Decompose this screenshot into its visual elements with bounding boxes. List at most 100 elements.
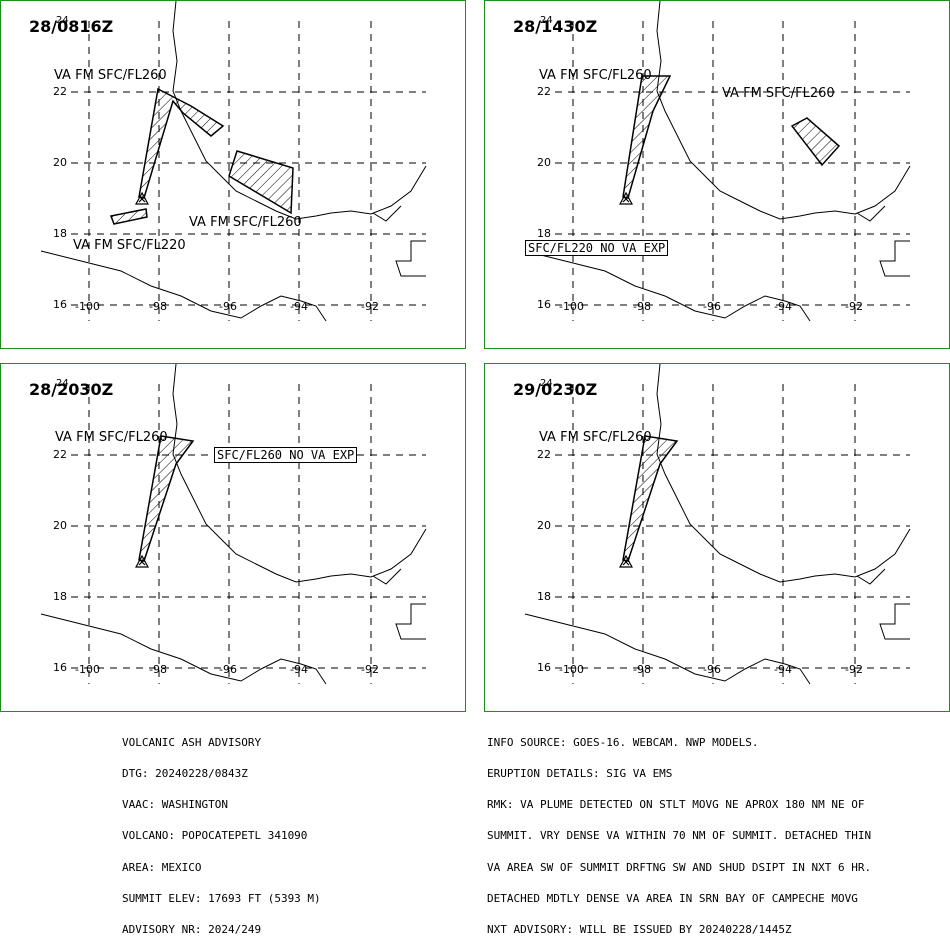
lat-label-24: 24 [540,378,553,389]
advisory-vaac: VAAC: WASHINGTON [122,798,228,812]
ash-label-2: VA FM SFC/FL260 [722,86,835,101]
ash-polygons [622,75,841,199]
volcano-icon [618,554,634,568]
lat-label-24: 24 [540,15,553,26]
next-advisory: NXT ADVISORY: WILL BE ISSUED BY 20240228… [487,923,792,937]
forecast-panel-3: 28/2030Z VA FM SFC/FL260 SFC/FL260 NO VA… [0,363,466,712]
volcano-icon [618,191,634,205]
lat-lon-grid [555,384,910,684]
advisory-title: VOLCANIC ASH ADVISORY [122,735,262,749]
forecast-panel-2: 28/1430Z VA FM SFC/FL260 VA FM SFC/FL260… [484,0,950,349]
ash-area-main [622,435,679,562]
lon-label-98: -98 [149,663,167,676]
eruption-details: ERUPTION DETAILS: SIG VA EMS [487,767,673,781]
lat-lon-grid [71,384,426,684]
advisory-dtg: DTG: 20240228/0843Z [122,767,248,781]
valid-time: 28/1430Z [513,17,598,36]
lat-lon-grid [71,21,426,321]
lat-label-16: 16 [53,298,67,311]
lat-label-18: 18 [53,590,67,603]
lat-label-18: 18 [537,227,551,240]
lat-label-16: 16 [537,661,551,674]
map-canvas-2 [524,1,911,322]
valid-time: 28/0816Z [29,17,114,36]
lat-label-22: 22 [53,85,67,98]
advisory-summit-elev: SUMMIT ELEV: 17693 FT (5393 M) [122,891,321,905]
ash-polygons [109,87,294,225]
volcano-icon [134,554,150,568]
lat-label-24: 24 [56,378,69,389]
coastline [40,364,427,685]
lat-label-20: 20 [53,156,67,169]
ash-label-2: VA FM SFC/FL260 [189,215,302,230]
advisory-number: ADVISORY NR: 2024/249 [122,923,262,937]
remark-line-2: SUMMIT. VRY DENSE VA WITHIN 70 NM OF SUM… [487,829,872,843]
coastline [524,1,911,322]
lon-label-96: -96 [703,300,721,313]
no-ash-box: SFC/FL220 NO VA EXP [525,240,669,256]
lat-label-24: 24 [56,15,69,26]
lon-label-100: -100 [559,663,584,676]
ash-area-ne [790,117,841,167]
ash-polygons [622,435,679,562]
lon-label-98: -98 [633,663,651,676]
ash-area-main [138,435,195,562]
lat-label-20: 20 [537,519,551,532]
coastline [524,364,911,685]
info-source: INFO SOURCE: GOES-16. WEBCAM. NWP MODELS… [487,735,759,749]
map-canvas-1 [40,1,427,322]
lat-label-22: 22 [53,448,67,461]
ash-area-sw [109,208,148,225]
lon-label-100: -100 [75,663,100,676]
remark-line-3: VA AREA SW OF SUMMIT DRFTNG SW AND SHUD … [487,860,872,874]
lon-label-92: -92 [845,663,863,676]
ash-area-east [228,150,294,215]
lon-label-92: -92 [361,300,379,313]
forecast-panel-1: 28/0816Z VA FM SFC/FL260 VA FM SFC/FL260… [0,0,466,349]
advisory-remarks-block: INFO SOURCE: GOES-16. WEBCAM. NWP MODELS… [487,717,871,946]
lon-label-100: -100 [75,300,100,313]
lat-label-20: 20 [537,156,551,169]
volcano-icon [134,191,150,205]
coastline [40,1,427,322]
remark-line-4: DETACHED MDTLY DENSE VA AREA IN SRN BAY … [487,891,858,905]
ash-label-1: VA FM SFC/FL260 [539,430,652,445]
ash-area-main [622,75,672,199]
lon-label-92: -92 [845,300,863,313]
advisory-area: AREA: MEXICO [122,860,202,874]
map-canvas-3 [40,364,427,685]
ash-area-main [138,87,225,199]
remark-line-1: RMK: VA PLUME DETECTED ON STLT MOVG NE A… [487,798,865,812]
lat-label-18: 18 [537,590,551,603]
lon-label-96: -96 [219,663,237,676]
lon-label-100: -100 [559,300,584,313]
lat-label-16: 16 [537,298,551,311]
ash-label-3: VA FM SFC/FL220 [73,238,186,253]
lon-label-94: -94 [290,300,308,313]
lon-label-92: -92 [361,663,379,676]
advisory-volcano: VOLCANO: POPOCATEPETL 341090 [122,829,308,843]
lat-lon-grid [555,21,910,321]
lon-label-94: -94 [774,300,792,313]
ash-polygons [138,435,195,562]
ash-label-1: VA FM SFC/FL260 [539,68,652,83]
valid-time: 28/2030Z [29,380,114,399]
lat-label-22: 22 [537,448,551,461]
ash-label-1: VA FM SFC/FL260 [54,68,167,83]
lon-label-98: -98 [149,300,167,313]
lon-label-94: -94 [290,663,308,676]
ash-label-1: VA FM SFC/FL260 [55,430,168,445]
forecast-panel-4: 29/0230Z VA FM SFC/FL260 24 22 20 18 16 … [484,363,950,712]
lon-label-98: -98 [633,300,651,313]
lon-label-96: -96 [219,300,237,313]
lat-label-22: 22 [537,85,551,98]
advisory-header-block: VOLCANIC ASH ADVISORY DTG: 20240228/0843… [122,717,321,946]
map-canvas-4 [524,364,911,685]
lat-label-18: 18 [53,227,67,240]
lat-label-20: 20 [53,519,67,532]
no-ash-box: SFC/FL260 NO VA EXP [214,447,358,463]
valid-time: 29/0230Z [513,380,598,399]
lon-label-96: -96 [703,663,721,676]
lon-label-94: -94 [774,663,792,676]
lat-label-16: 16 [53,661,67,674]
